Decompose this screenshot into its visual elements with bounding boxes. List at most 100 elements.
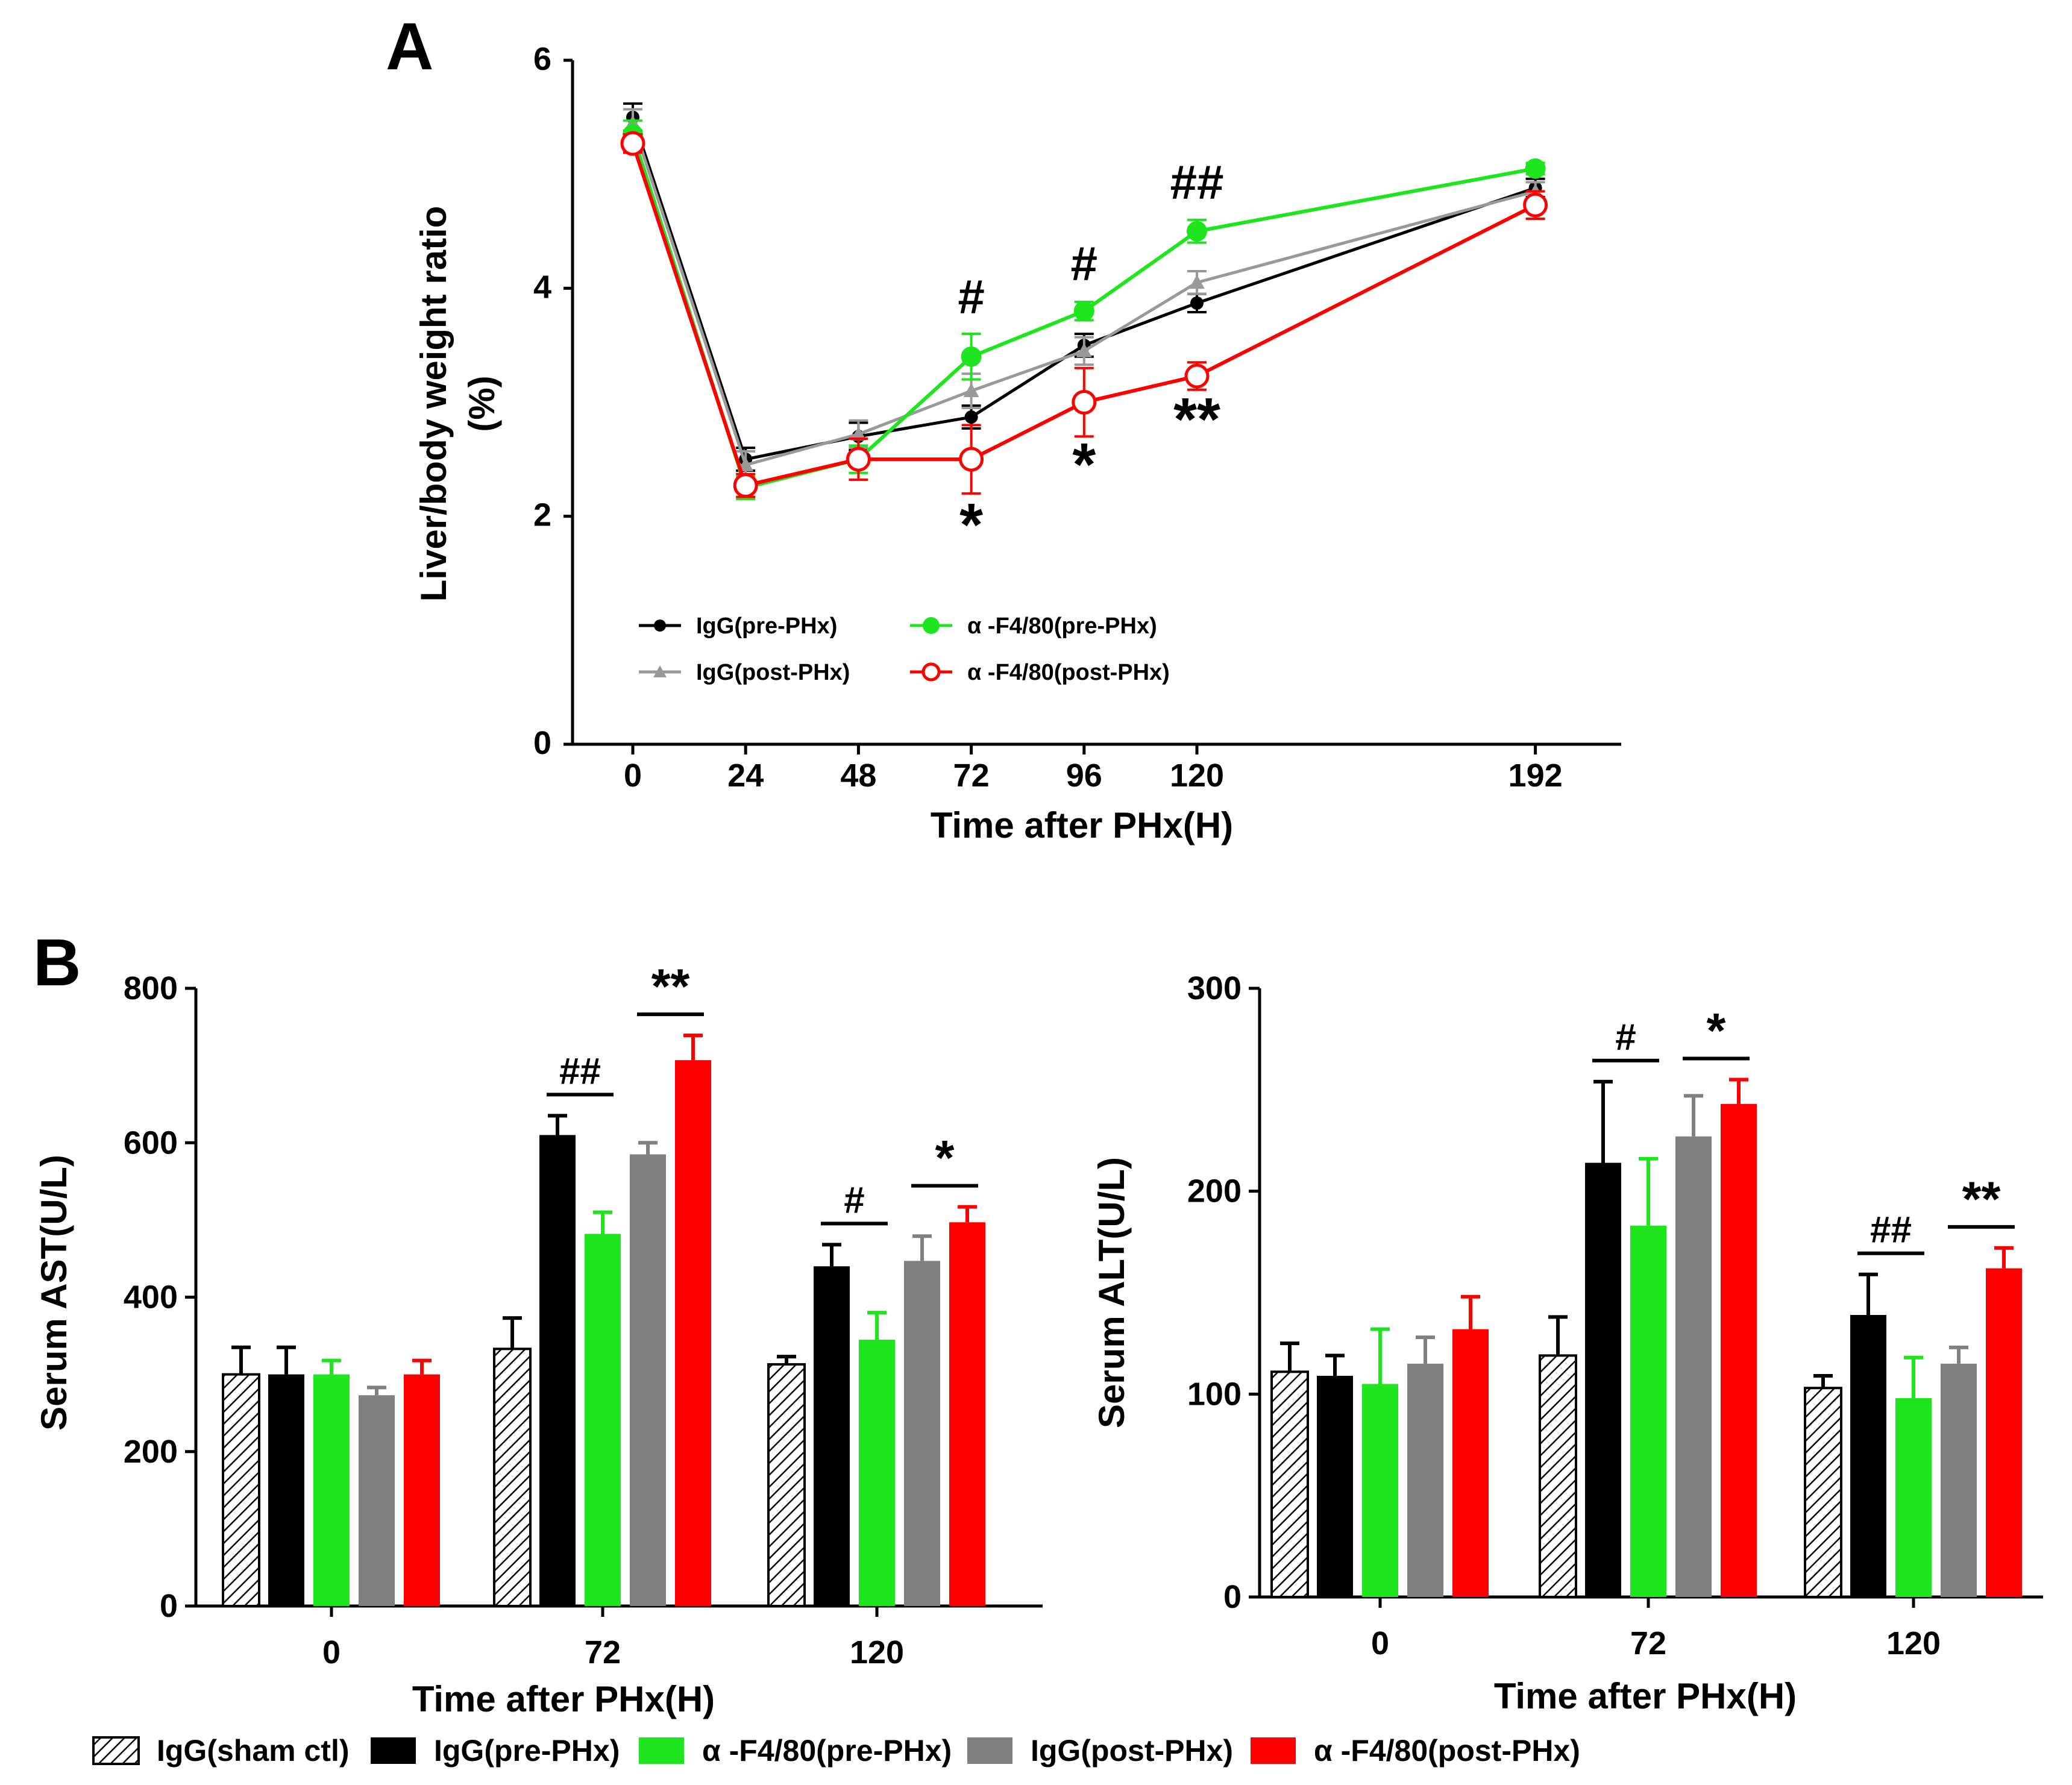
bar [1630,1225,1666,1597]
bar-igg-pre-phx-120 [1850,1272,1886,1597]
data-point [738,457,754,471]
bar [1539,1354,1577,1599]
bar [1317,1376,1353,1597]
legend-swatch [967,1737,1012,1764]
bar-f4-80-pre-phx-72 [1630,1156,1666,1597]
x-axis-title-ast: Time after PHx(H) [412,1679,715,1719]
bar [767,1363,806,1607]
legend-a: IgG(pre-PHx) IgG(post-PHx) α -F4/80(pre-PH… [639,613,1170,685]
bar [1675,1136,1712,1597]
bar-igg-sham-ctl-0 [1270,1341,1309,1599]
bar [268,1374,304,1606]
data-point [1072,390,1097,415]
bar [1850,1315,1886,1597]
bar [1721,1103,1757,1597]
bar-igg-post-phx-120 [1941,1345,1977,1597]
significance-mark: # [844,1179,864,1221]
data-point [1189,274,1205,289]
bar [585,1234,621,1606]
y-tick-label-a: 2 [533,497,551,533]
legend-b: IgG(sham ctl) IgG(pre-PHx) α -F4/80(pre-PH… [92,1734,1580,1768]
bar-igg-post-phx-0 [1407,1335,1443,1597]
bar [675,1060,711,1606]
significance-mark: * [1707,1004,1726,1059]
data-point [620,131,645,156]
x-axis-title-a: Time after PHx(H) [931,805,1233,845]
data-point [959,447,984,472]
bar [1986,1268,2022,1597]
y-tick-label: 0 [160,1588,178,1624]
data-point [963,383,979,397]
data-point [1190,296,1204,310]
legend-label: IgG(pre-PHx) [434,1734,620,1768]
bar [1941,1363,1977,1597]
series-f4-80-post-phx [620,131,1548,498]
bar-igg-sham-ctl-0 [222,1345,260,1607]
bar [1452,1329,1489,1597]
data-point [1184,363,1210,389]
bar [814,1266,850,1606]
bar-igg-post-phx-120 [904,1234,940,1606]
legend-marker [921,662,941,682]
data-point [961,346,982,367]
data-point [1076,343,1092,357]
bar-igg-sham-ctl-72 [1539,1315,1577,1599]
x-tick-label-a: 192 [1508,758,1563,794]
significance-mark: ## [1170,155,1224,209]
y-axis-title-ast: Serum AST(U/L) [34,1155,74,1431]
bar-igg-sham-ctl-120 [767,1355,806,1607]
y-tick-label: 0 [1223,1579,1242,1615]
bar-igg-sham-ctl-72 [493,1316,532,1607]
x-tick-label-a: 0 [624,758,642,794]
bar [1270,1370,1309,1599]
bar-f4-80-post-phx-0 [404,1358,440,1606]
x-tick-label-a: 72 [953,758,990,794]
y-axis-title-a-line2: (%) [462,375,502,431]
significance-mark: ** [1173,386,1220,453]
y-axis-title-a-line1: Liver/body weight ratio [413,206,454,602]
bar [1804,1387,1842,1599]
bar [222,1373,260,1607]
bar-igg-pre-phx-72 [539,1114,576,1606]
x-tick-label: 120 [1886,1625,1941,1661]
bar-chart-alt: 0 100 200 300 0 72 120 # * ## ** Time after PHx(… [1091,970,2043,1716]
y-tick-label-a: 0 [533,725,551,761]
y-tick-label: 600 [124,1125,178,1161]
legend-swatch [92,1736,140,1765]
legend-label: α -F4/80(post-PHx) [1314,1734,1580,1768]
bar [630,1154,666,1606]
legend-marker [654,620,666,632]
bar [1407,1363,1443,1597]
bar-igg-pre-phx-72 [1585,1079,1621,1597]
bar [313,1374,350,1606]
bar-igg-post-phx-72 [1675,1094,1712,1597]
panel-label-a: A [386,10,433,84]
data-point [846,447,871,472]
legend-label: α -F4/80(post-PHx) [967,660,1170,685]
panel-label-b: B [33,926,81,1000]
y-tick-label: 400 [124,1279,178,1316]
significance-mark: ** [651,959,690,1014]
bar-f4-80-pre-phx-0 [1362,1327,1398,1597]
y-axis-title-alt: Serum ALT(U/L) [1091,1157,1132,1428]
bar-igg-pre-phx-120 [814,1243,850,1606]
bar [493,1347,532,1607]
legend-label: α -F4/80(pre-PHx) [702,1734,952,1768]
bar-igg-pre-phx-0 [1317,1354,1353,1597]
significance-mark: # [958,270,985,324]
significance-mark: ** [1962,1172,2001,1227]
x-tick-label: 72 [1630,1625,1666,1661]
data-point [1187,221,1207,242]
significance-mark: * [935,1131,955,1186]
bar [1585,1162,1621,1597]
legend-swatch [1251,1737,1296,1764]
bar-f4-80-post-phx-0 [1452,1294,1489,1597]
bar [404,1374,440,1606]
bar [1362,1384,1398,1597]
bar-f4-80-post-phx-72 [675,1034,711,1606]
bar-f4-80-pre-phx-120 [1895,1355,1932,1597]
x-axis-title-alt: Time after PHx(H) [1494,1676,1797,1716]
bar-f4-80-pre-phx-72 [585,1210,621,1606]
bar-f4-80-post-phx-120 [1986,1246,2022,1597]
